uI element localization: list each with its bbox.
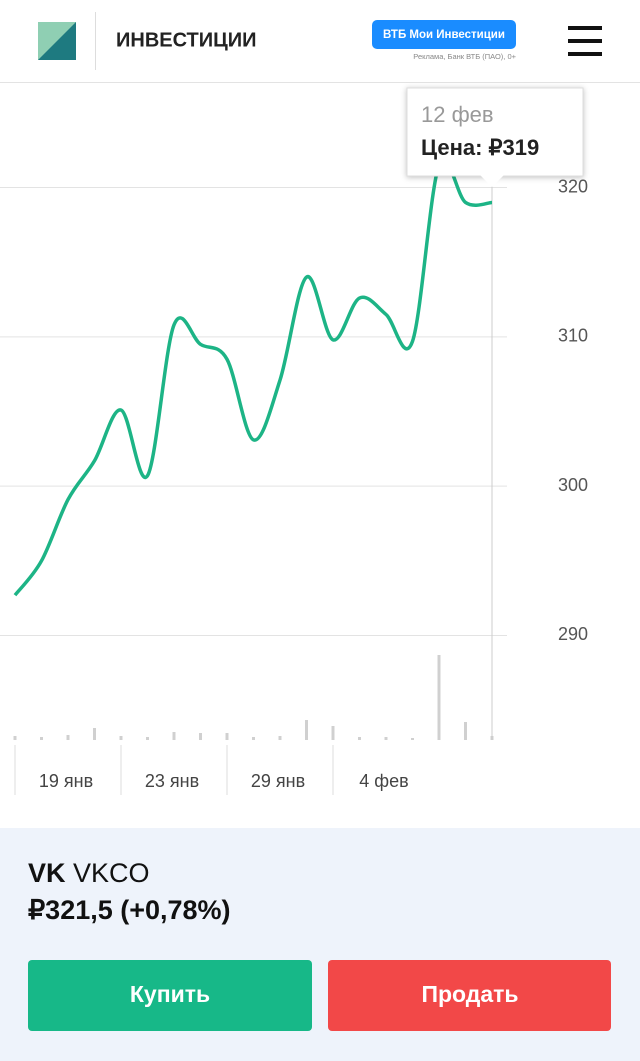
tooltip-date: 12 фев <box>421 102 494 127</box>
menu-bar <box>568 26 602 30</box>
volume-bar <box>40 737 43 740</box>
volume-bar <box>13 736 17 740</box>
stock-title: VK VKCO <box>28 858 150 888</box>
volume-bar <box>252 737 255 740</box>
volume-bar <box>437 655 441 740</box>
volume-bar <box>278 736 282 740</box>
y-tick-label: 290 <box>558 624 588 644</box>
ad-disclaimer: Реклама, Банк ВТБ (ПАО), 0+ <box>413 52 516 61</box>
menu-bar <box>568 52 602 56</box>
ad-button[interactable] <box>372 20 516 49</box>
x-tick-label: 23 янв <box>145 771 199 791</box>
volume-bar <box>172 732 176 740</box>
sell-button[interactable] <box>328 960 611 1031</box>
y-tick-label: 300 <box>558 475 588 495</box>
x-tick-label: 19 янв <box>39 771 93 791</box>
site-title: ИНВЕСТИЦИИ <box>116 29 257 51</box>
chart: 290 300 310 320 19 янв 23 янв 29 янв 4 фев 12 фе… <box>0 87 588 795</box>
volume-bar <box>411 738 414 740</box>
volume-bar <box>93 728 96 740</box>
tooltip: 12 фев Цена: ₽319 <box>406 87 584 187</box>
stock-name: VK <box>28 858 66 888</box>
price-line <box>13 157 493 597</box>
buy-button-text: Купить <box>130 981 210 1007</box>
buy-button[interactable] <box>28 960 312 1031</box>
tooltip-box <box>406 87 584 177</box>
stock-price: ₽321,5 (+0,78%) <box>28 895 231 925</box>
logo-shape <box>38 22 76 60</box>
menu-button[interactable] <box>568 26 602 56</box>
sell-button-text: Продать <box>421 981 518 1007</box>
x-tick-label: 4 фев <box>359 771 408 791</box>
volume-bar <box>464 722 467 740</box>
volume-bar <box>305 720 308 740</box>
volume-bar <box>358 737 361 740</box>
logo[interactable] <box>38 22 76 60</box>
ad-button-text: ВТБ Мои Инвестиции <box>383 29 505 41</box>
y-tick-label: 310 <box>558 326 588 346</box>
volume-bar <box>119 736 123 740</box>
volume-bar <box>331 726 335 740</box>
tooltip-pointer <box>480 175 504 187</box>
volume-bar <box>146 737 149 740</box>
x-tick-label: 29 янв <box>251 771 305 791</box>
y-tick-label: 320 <box>558 176 588 196</box>
volume-bar <box>384 737 388 740</box>
volume-bar <box>199 733 202 740</box>
volume-bar <box>66 735 70 740</box>
volume-bar <box>225 733 229 740</box>
menu-bar <box>568 39 602 43</box>
header <box>0 0 640 82</box>
stock-ticker: VKCO <box>73 858 150 888</box>
tooltip-price: Цена: ₽319 <box>421 135 539 160</box>
